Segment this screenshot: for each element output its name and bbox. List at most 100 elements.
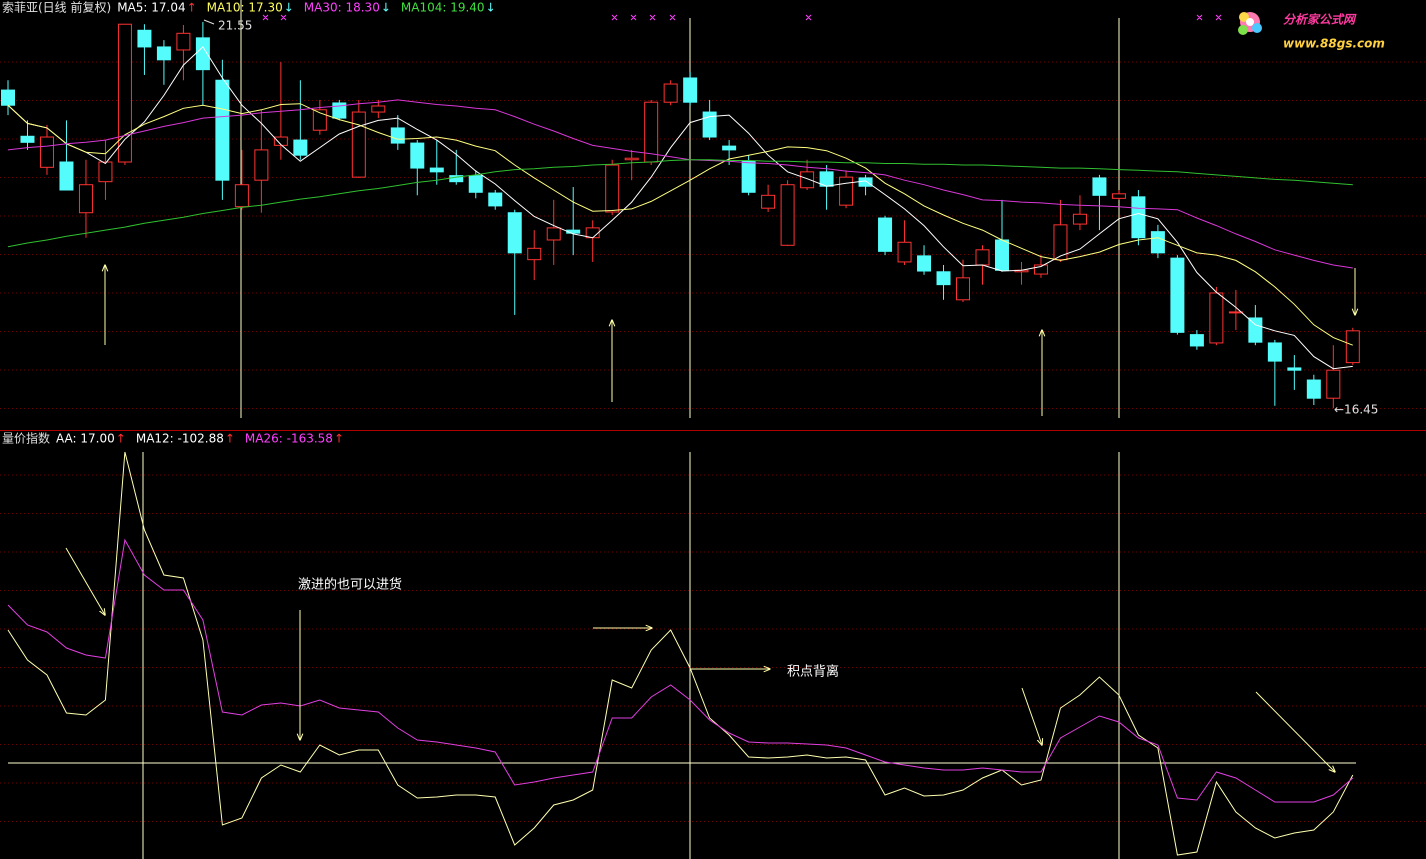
arrow (65, 547, 105, 615)
candle-body (156, 46, 171, 61)
candle-body (800, 171, 815, 189)
candle-body (293, 139, 308, 156)
series-line (7, 538, 1354, 803)
candle-body (273, 136, 288, 146)
candle-body (195, 37, 210, 71)
legend-arrow: ↓ (284, 1, 294, 15)
annotation-arrows (65, 265, 1355, 772)
candle-body (449, 175, 464, 183)
candle-body (975, 249, 990, 266)
logo: 分析家公式网 www.88gs.com (1238, 12, 1385, 51)
candle-body (507, 212, 522, 254)
grid (0, 61, 1426, 822)
candle-body (59, 161, 74, 191)
candle-body (605, 164, 620, 213)
candle-body (1053, 224, 1068, 261)
candle-body (1072, 213, 1087, 225)
candle-body (839, 176, 854, 206)
candle-body (254, 149, 269, 181)
series-line (7, 159, 1353, 248)
candle-body (410, 142, 425, 169)
candle-body (1189, 334, 1204, 347)
candle-body (585, 227, 600, 239)
logo-title: 分析家公式网 (1283, 13, 1357, 27)
candle-body (878, 217, 893, 252)
candle-body (1287, 367, 1302, 371)
candle-body (917, 255, 932, 272)
candle-body (351, 111, 366, 178)
event-marker (262, 14, 1222, 21)
candle-body (1267, 342, 1282, 362)
candle-body (1111, 193, 1126, 199)
series-line (7, 103, 1353, 346)
candle-body (1033, 264, 1048, 275)
legend-label: AA: 17.00 (56, 432, 115, 446)
candle-body (702, 111, 717, 138)
legend-arrow: ↓ (381, 1, 391, 15)
candle-body (1345, 330, 1360, 364)
legend-arrow: ↓ (486, 1, 496, 15)
logo-url: www.88gs.com (1283, 37, 1385, 51)
candle-body (780, 184, 795, 246)
logo-flower (1238, 25, 1248, 35)
candle-body (312, 109, 327, 131)
legend-label: MA5: 17.04 (117, 1, 185, 15)
candle-body (488, 192, 503, 207)
candle-body (215, 79, 230, 181)
candle-body (663, 83, 678, 103)
plot: 索菲亚(日线 前复权) MA5: 17.04 ↑ MA10: 17.30 ↓ MA30: … (1, 0, 1360, 856)
candle-body (1, 89, 15, 106)
candle-body (722, 145, 737, 151)
panel-title: 量价指数 (2, 431, 50, 446)
candle-body (1150, 231, 1165, 254)
candle-body (234, 184, 249, 208)
candle-body (956, 277, 971, 301)
candle-body (741, 160, 756, 193)
candle-body (429, 167, 444, 173)
candle-body (683, 77, 698, 103)
legend-label: MA12: -102.88 (136, 432, 224, 446)
logo-flower (1252, 23, 1262, 33)
candle-body (1306, 379, 1321, 399)
candle-body (1209, 292, 1224, 344)
candle-body (468, 175, 483, 193)
panel-title: 索菲亚(日线 前复权) (2, 0, 111, 15)
candle-body (761, 194, 776, 209)
low-label: ←16.45 (1334, 403, 1378, 417)
candle-body (176, 32, 191, 51)
candle-body (98, 161, 113, 183)
event-markers (262, 14, 1222, 21)
legend-label: MA104: 19.40 (401, 1, 485, 15)
candle-body (936, 271, 951, 286)
arrow (1255, 691, 1335, 772)
legend-arrow: ↑ (116, 432, 126, 446)
candle-body (527, 247, 542, 261)
candle-body (624, 157, 639, 161)
candle-body (137, 29, 152, 48)
series-line (7, 99, 1353, 269)
candle-body (39, 136, 54, 168)
annotation: 激进的也可以进货 (298, 577, 402, 593)
legend-arrow: ↑ (334, 432, 344, 446)
candle-body (78, 184, 93, 214)
high-pointer (203, 19, 215, 25)
candle-body (390, 127, 405, 144)
candle-body (546, 227, 561, 241)
annotation: 积点背离 (787, 664, 839, 680)
candle-body (1248, 317, 1263, 343)
series-line (7, 451, 1354, 856)
arrow (1021, 687, 1042, 745)
candle-body (994, 239, 1009, 271)
candle-body (117, 23, 132, 163)
candle-body (1092, 177, 1107, 196)
candle-body (1170, 257, 1185, 333)
high-label: 21.55 (218, 19, 252, 33)
series-line (7, 46, 1353, 370)
candle-body (1131, 196, 1146, 239)
candle-body (858, 177, 873, 187)
logo-flower (1246, 18, 1254, 26)
legend-label: MA10: 17.30 (207, 1, 283, 15)
logo-flower (1239, 12, 1249, 22)
